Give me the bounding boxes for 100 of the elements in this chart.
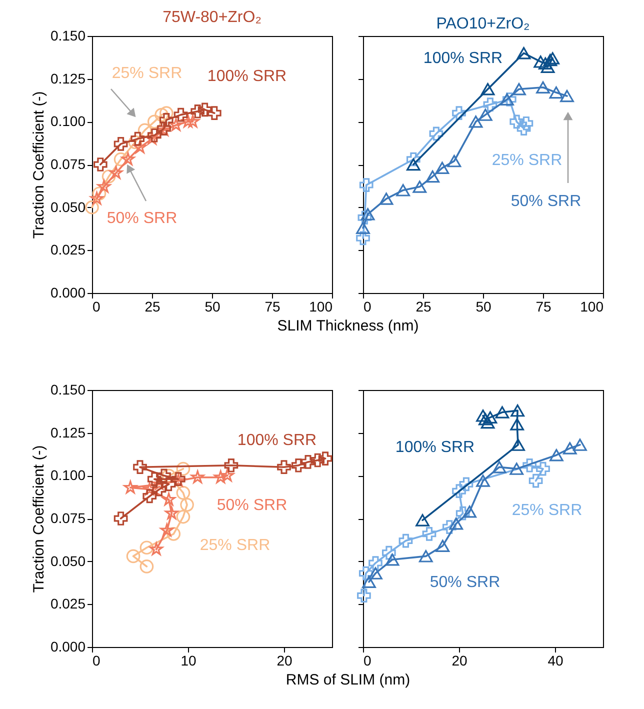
point [478, 108, 492, 121]
point [536, 462, 550, 476]
x-tick-label: 0 [364, 298, 372, 314]
x-tick-label: 75 [264, 298, 280, 314]
y-axis-title: Traction Coefficient (-) [30, 91, 48, 239]
y-tick-label: 0.100 [50, 113, 86, 130]
point [512, 83, 526, 96]
series-label: 25% SRR [512, 502, 582, 519]
point [459, 477, 474, 492]
point [510, 404, 524, 417]
y-tick-label: 0.000 [50, 284, 86, 300]
point [159, 106, 174, 120]
point [456, 506, 470, 520]
point [358, 566, 373, 580]
x-tick-label: 20 [276, 652, 292, 668]
x-tick-label: 75 [536, 298, 552, 314]
y-tick-label: 0.050 [50, 552, 86, 569]
point [190, 104, 205, 118]
point [418, 550, 433, 562]
point [562, 442, 577, 454]
point [500, 93, 514, 106]
point [483, 411, 498, 424]
x-tick-label: 20 [452, 652, 468, 668]
y-tick-label: 0.075 [50, 156, 86, 172]
point [546, 52, 560, 64]
y-tick-label: 0.100 [50, 467, 86, 484]
point [85, 200, 99, 214]
series-label: 100% SRR [423, 50, 503, 67]
series-label: 25% SRR [492, 152, 562, 169]
point [186, 114, 200, 128]
point [452, 484, 466, 498]
x-tick-label: 0 [92, 652, 100, 668]
x-tick-label: 100 [580, 298, 604, 314]
point [379, 192, 394, 205]
x-tick-label: 25 [144, 298, 160, 314]
chart-title: 75W-80+ZrO₂ [162, 9, 262, 26]
y-tick-label: 0.125 [50, 424, 86, 440]
point [476, 410, 490, 422]
point [385, 554, 400, 566]
point [435, 162, 450, 174]
point [528, 474, 543, 488]
point [357, 588, 371, 603]
point [495, 406, 510, 418]
y-tick-label: 0.125 [50, 70, 86, 86]
point [176, 510, 190, 524]
series-label: 25% SRR [200, 537, 270, 554]
point [382, 546, 396, 560]
point [449, 518, 464, 530]
point [224, 458, 238, 472]
x-tick-label: 50 [204, 298, 220, 314]
point [133, 140, 147, 154]
chart-title: PAO10+ZrO₂ [436, 16, 530, 32]
y-tick-label: 0.025 [50, 242, 86, 258]
point [406, 152, 420, 166]
x-tick-label: 0 [92, 298, 100, 314]
point [398, 534, 413, 548]
y-axis-title: Traction Coefficient (-) [30, 445, 48, 593]
point [160, 524, 174, 536]
point [174, 108, 188, 122]
point [356, 222, 370, 234]
point [126, 549, 140, 564]
point [516, 122, 531, 136]
point [157, 468, 171, 483]
point [109, 166, 123, 179]
point [422, 526, 436, 541]
series-label: 50% SRR [106, 210, 178, 227]
point [560, 90, 574, 102]
point [181, 114, 195, 128]
x-tick-label: 40 [548, 652, 564, 668]
point [536, 81, 550, 94]
point [301, 455, 315, 469]
point [198, 102, 212, 117]
point [114, 137, 128, 151]
point [412, 180, 427, 193]
point [128, 135, 142, 150]
point [362, 576, 376, 588]
point [416, 514, 430, 526]
x-tick-label: 25 [416, 298, 432, 314]
point [510, 418, 524, 430]
point [166, 527, 181, 541]
point [492, 460, 506, 474]
point [169, 118, 183, 131]
point [124, 480, 138, 494]
x-axis-title: SLIM Thickness (nm) [277, 318, 419, 334]
point [478, 413, 492, 426]
point [540, 60, 555, 73]
point [142, 489, 157, 504]
point [462, 506, 476, 518]
point [436, 540, 450, 552]
y-tick-label: 0.150 [50, 382, 86, 398]
y-tick-label: 0.075 [50, 510, 86, 526]
point [176, 486, 190, 500]
series-label: 100% SRR [207, 68, 287, 85]
point [130, 132, 145, 146]
point [152, 482, 166, 496]
point [538, 57, 552, 70]
point [368, 567, 382, 580]
point [220, 468, 234, 482]
point [502, 92, 516, 106]
point [511, 438, 525, 451]
